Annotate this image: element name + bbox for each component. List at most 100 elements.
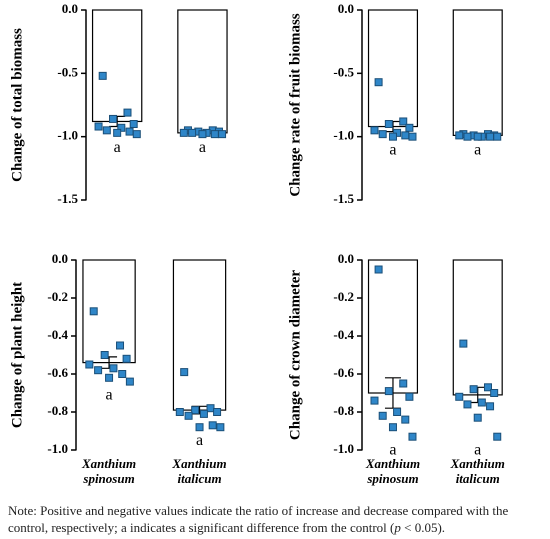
data-point [129, 120, 138, 128]
data-point [206, 404, 215, 413]
data-point [378, 130, 387, 139]
y-tick-label: -0.4 [47, 327, 68, 342]
data-point [401, 131, 410, 140]
data-point [388, 423, 397, 432]
x-tick-label: Xanthium spinosum [81, 456, 137, 486]
significance-letter: a [389, 441, 396, 458]
data-point [384, 120, 393, 128]
y-axis-label: Change of plant height [9, 282, 25, 428]
x-tick-label: Xanthium italicum [172, 456, 227, 486]
data-point [218, 130, 227, 139]
data-point [100, 351, 109, 359]
y-tick-label: -0.6 [333, 365, 354, 380]
y-tick-label: -0.8 [47, 403, 68, 418]
data-point [486, 132, 495, 141]
data-point [374, 265, 383, 274]
data-point [374, 78, 383, 87]
bar [367, 259, 419, 394]
x-tick-label: Xanthium spinosum [365, 456, 421, 486]
data-point [399, 117, 408, 126]
y-axis-label: Change of crown diameter [287, 270, 303, 440]
significance-letter: a [474, 141, 481, 158]
data-point [109, 364, 118, 373]
y-tick-label: 0.0 [62, 1, 78, 16]
y-tick-label: -0.4 [333, 327, 354, 342]
note-text: < 0.05). [400, 520, 446, 535]
data-point [388, 132, 397, 141]
data-point [408, 432, 417, 441]
x-tick-label-box: Xanthium spinosum [81, 456, 137, 486]
y-tick-label: -0.2 [47, 289, 68, 304]
data-point [405, 392, 414, 401]
y-tick-label: -1.0 [333, 128, 354, 143]
data-point [105, 373, 114, 382]
bar [452, 9, 503, 137]
y-tick-label: -1.0 [47, 441, 68, 456]
y-tick-label: -0.5 [57, 64, 78, 79]
data-point [195, 423, 204, 432]
data-point [94, 122, 103, 131]
data-point [459, 339, 468, 348]
significance-letter: a [474, 441, 481, 458]
y-tick-label: 0.0 [338, 251, 354, 266]
data-point [210, 130, 219, 139]
data-point [188, 128, 197, 137]
data-point [113, 128, 122, 137]
data-point [370, 126, 379, 135]
data-point [117, 123, 126, 132]
data-point [455, 392, 464, 401]
data-point [179, 128, 188, 137]
data-point [175, 408, 184, 416]
y-tick-label: -0.8 [333, 403, 354, 418]
data-point [469, 385, 478, 394]
y-tick-label: 0.0 [52, 251, 68, 266]
data-point [493, 132, 502, 141]
data-point [463, 132, 472, 141]
data-point [213, 408, 222, 416]
note-text: Note: Positive and negative values indic… [8, 503, 509, 535]
significance-letter: a [106, 386, 113, 403]
y-tick-label: 0.0 [338, 1, 354, 16]
x-tick-label-box: Xanthium spinosum [365, 456, 421, 486]
bar [452, 259, 503, 396]
y-tick-label: -1.0 [57, 128, 78, 143]
data-point [132, 130, 141, 139]
note-p: p [394, 520, 401, 535]
significance-letter: a [196, 432, 203, 449]
data-point [455, 131, 464, 140]
data-point [191, 406, 200, 415]
significance-letter: a [199, 139, 206, 156]
data-point [125, 377, 134, 386]
data-point [401, 415, 410, 424]
bar [177, 9, 228, 134]
data-point [378, 411, 387, 420]
data-point [393, 408, 402, 416]
data-point [216, 423, 225, 432]
y-tick-label: -1.5 [333, 191, 354, 206]
significance-letter: a [389, 141, 396, 158]
data-point [399, 379, 408, 388]
data-point [490, 389, 499, 397]
y-tick-label: -1.0 [333, 441, 354, 456]
data-point [473, 132, 482, 141]
bar [367, 9, 419, 128]
x-tick-label: Xanthium italicum [450, 456, 505, 486]
data-point [483, 383, 492, 392]
chart-grid: Change of total biomass 0.0 -0.5 -1.0 -1.5 a a… [9, 1, 505, 486]
data-point [109, 114, 118, 123]
data-point [486, 402, 495, 411]
y-tick-label: -1.5 [57, 191, 78, 206]
data-point [85, 360, 94, 369]
data-point [493, 432, 502, 441]
data-point [118, 370, 127, 378]
data-point [89, 307, 98, 316]
data-point [384, 387, 393, 396]
y-axis-label: Change of total biomass [9, 28, 25, 182]
data-point [408, 132, 417, 141]
data-point [125, 127, 134, 136]
data-point [473, 413, 482, 422]
y-tick-label: -0.2 [333, 289, 354, 304]
y-tick-label: -0.5 [333, 64, 354, 79]
data-point [208, 421, 217, 430]
